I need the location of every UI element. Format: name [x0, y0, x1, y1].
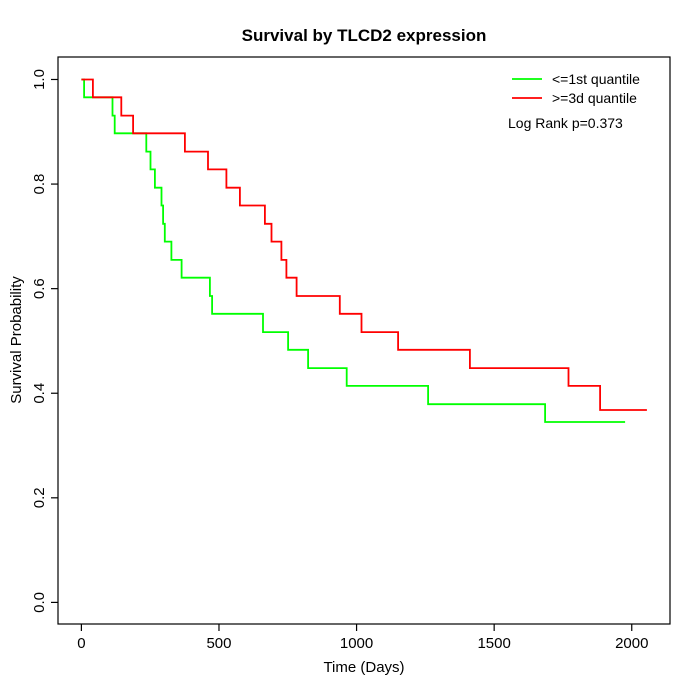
- y-axis-title: Survival Probability: [8, 276, 25, 404]
- km-curves: [81, 78, 647, 423]
- km-curve-green: [81, 78, 626, 423]
- log-rank-annotation: Log Rank p=0.373: [508, 115, 623, 131]
- legend-label-third-quantile: >=3d quantile: [552, 90, 637, 106]
- x-tick-label: 1000: [340, 635, 373, 652]
- x-axis-ticks: 0 500 1000 1500 2000: [77, 624, 648, 652]
- y-tick-label: 0.0: [31, 592, 48, 613]
- y-tick-label: 0.8: [31, 174, 48, 195]
- legend-label-first-quantile: <=1st quantile: [552, 71, 640, 87]
- legend: <=1st quantile >=3d quantile Log Rank p=…: [508, 71, 640, 131]
- x-tick-label: 1500: [477, 635, 510, 652]
- chart-title: Survival by TLCD2 expression: [242, 26, 487, 45]
- x-axis-title: Time (Days): [323, 659, 404, 676]
- y-tick-label: 1.0: [31, 69, 48, 90]
- plot-box: [57, 56, 671, 625]
- y-axis-ticks: 0.0 0.2 0.4 0.6 0.8 1.0: [31, 69, 58, 613]
- x-tick-label: 0: [77, 635, 85, 652]
- y-tick-label: 0.4: [31, 383, 48, 404]
- km-curve-red: [81, 78, 647, 411]
- x-tick-label: 2000: [615, 635, 648, 652]
- x-tick-label: 500: [206, 635, 231, 652]
- y-tick-label: 0.2: [31, 487, 48, 508]
- y-tick-label: 0.6: [31, 278, 48, 299]
